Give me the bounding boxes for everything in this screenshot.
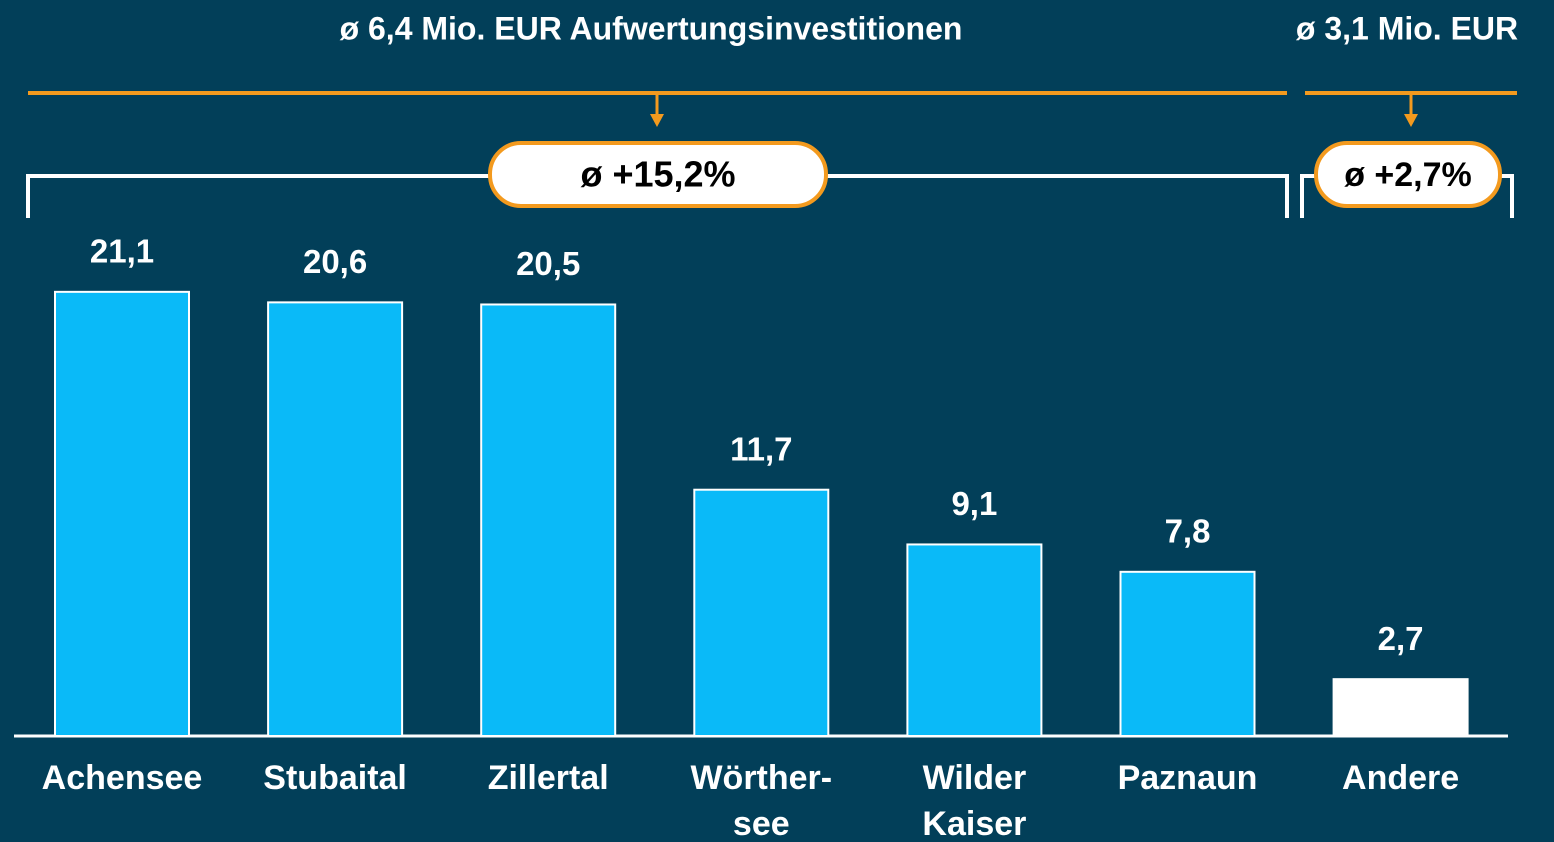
bar <box>54 290 190 737</box>
x-tick-label-line: Wilder <box>923 759 1027 797</box>
x-tick-label: Andere <box>1342 759 1459 797</box>
bar <box>480 303 617 737</box>
bubble-label: ø +15,2% <box>580 154 735 195</box>
value-label: 20,6 <box>303 243 367 280</box>
x-tick-label: Stubaital <box>263 759 407 797</box>
annotation: ø 3,1 Mio. EUR <box>1296 10 1518 46</box>
x-tick-label-line: Wörther- <box>690 759 832 797</box>
bubble <box>1314 141 1502 208</box>
x-tick-label: Wilder Kaiser <box>922 759 1026 842</box>
value-label: 2,7 <box>1378 620 1424 657</box>
bar <box>267 301 404 737</box>
value-label: 11,7 <box>730 430 792 467</box>
bar <box>906 543 1043 737</box>
value-label: 7,8 <box>1165 513 1211 550</box>
arrow-head <box>1404 114 1418 127</box>
annotation: ø 6,4 Mio. EUR Aufwertungsinvestitionen <box>340 10 963 46</box>
x-tick-label-line: Stubaital <box>263 759 407 797</box>
x-tick-label-line: Zillertal <box>488 759 609 797</box>
x-tick-label: Achensee <box>42 759 203 797</box>
x-tick-label-line: Kaiser <box>922 805 1026 842</box>
value-label: 20,5 <box>516 245 580 282</box>
x-tick-label: Zillertal <box>488 759 609 797</box>
value-label: 21,1 <box>90 233 154 270</box>
value-label: 9,1 <box>951 485 997 522</box>
x-tick-label: Paznaun <box>1118 759 1258 797</box>
bar <box>693 488 830 737</box>
x-tick-label-line: Paznaun <box>1118 759 1258 797</box>
x-tick-label-line: see <box>733 805 790 842</box>
bubble <box>488 141 828 208</box>
bar <box>1332 678 1469 737</box>
x-tick-label-line: Andere <box>1342 759 1459 797</box>
x-tick-label-line: Achensee <box>42 759 203 797</box>
arrow-head <box>650 114 664 127</box>
x-tick-label: Wörther-see <box>690 759 832 842</box>
bar <box>1119 570 1256 737</box>
bubble-label: ø +2,7% <box>1344 156 1472 194</box>
